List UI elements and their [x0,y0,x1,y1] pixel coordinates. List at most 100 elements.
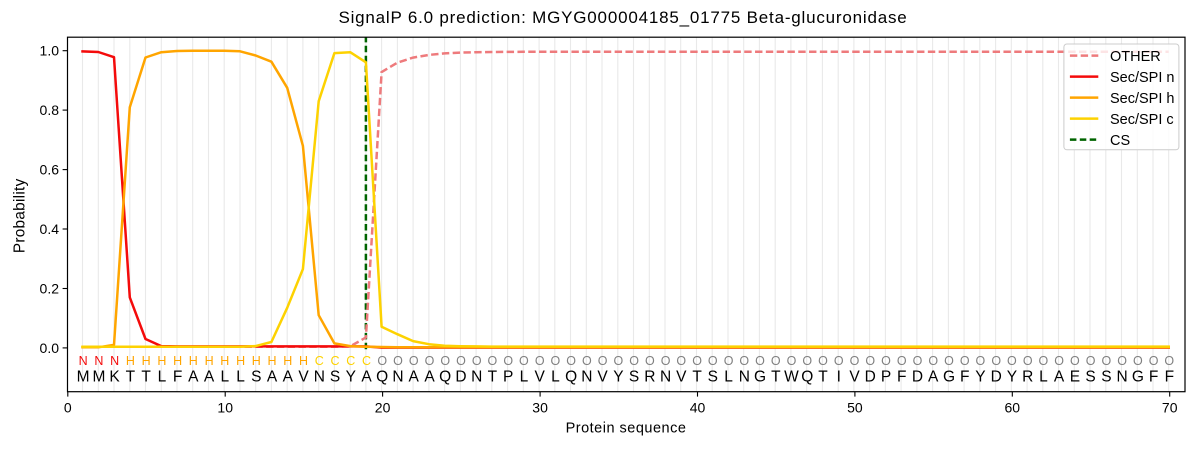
svg-text:H: H [142,354,151,368]
svg-text:20: 20 [375,400,391,416]
svg-text:T: T [692,368,702,385]
svg-text:N: N [739,368,750,385]
svg-text:A: A [267,368,278,385]
svg-text:O: O [755,354,765,368]
svg-text:0.0: 0.0 [40,340,60,356]
svg-text:O: O [472,354,482,368]
svg-text:G: G [754,368,766,385]
svg-text:V: V [597,368,608,385]
svg-text:L: L [520,368,529,385]
svg-text:V: V [298,368,309,385]
svg-text:F: F [173,368,182,385]
svg-text:0.4: 0.4 [40,221,60,237]
svg-text:0: 0 [64,400,72,416]
svg-text:G: G [943,368,955,385]
svg-text:O: O [409,354,419,368]
svg-text:H: H [173,354,182,368]
svg-text:Y: Y [346,368,356,385]
svg-text:O: O [692,354,702,368]
svg-text:30: 30 [532,400,548,416]
svg-text:O: O [551,354,561,368]
svg-text:N: N [314,368,325,385]
svg-text:L: L [236,368,245,385]
svg-text:N: N [581,368,592,385]
svg-text:H: H [236,354,245,368]
svg-text:O: O [960,354,970,368]
svg-text:S: S [629,368,639,385]
svg-text:O: O [850,354,860,368]
svg-text:O: O [834,354,844,368]
svg-text:C: C [346,354,355,368]
svg-text:O: O [928,354,938,368]
svg-text:O: O [377,354,387,368]
svg-text:40: 40 [690,400,706,416]
svg-text:A: A [424,368,435,385]
svg-text:Y: Y [975,368,985,385]
svg-text:50: 50 [847,400,863,416]
svg-text:V: V [676,368,687,385]
svg-text:0.6: 0.6 [40,162,60,178]
svg-text:O: O [724,354,734,368]
svg-text:S: S [1085,368,1095,385]
svg-text:Q: Q [439,368,451,385]
svg-text:Sec/SPI n: Sec/SPI n [1110,70,1174,86]
svg-text:O: O [787,354,797,368]
svg-text:O: O [582,354,592,368]
svg-text:A: A [188,368,199,385]
svg-text:O: O [708,354,718,368]
svg-text:N: N [660,368,671,385]
svg-text:1.0: 1.0 [40,43,60,59]
svg-text:O: O [881,354,891,368]
svg-text:A: A [204,368,215,385]
svg-text:O: O [661,354,671,368]
svg-text:H: H [252,354,261,368]
svg-text:CS: CS [1110,133,1130,149]
svg-text:N: N [79,354,88,368]
svg-text:P: P [881,368,891,385]
svg-text:R: R [644,368,655,385]
svg-text:O: O [897,354,907,368]
svg-text:O: O [739,354,749,368]
svg-text:T: T [141,368,151,385]
svg-text:R: R [1022,368,1033,385]
svg-text:O: O [519,354,529,368]
svg-text:L: L [724,368,733,385]
svg-text:N: N [94,354,103,368]
svg-text:O: O [440,354,450,368]
svg-text:O: O [991,354,1001,368]
svg-text:H: H [189,354,198,368]
svg-text:T: T [818,368,828,385]
svg-text:O: O [1007,354,1017,368]
svg-text:O: O [913,354,923,368]
svg-text:D: D [991,368,1002,385]
svg-text:O: O [976,354,986,368]
svg-text:O: O [1086,354,1096,368]
svg-text:Sec/SPI c: Sec/SPI c [1110,112,1174,128]
svg-text:G: G [1132,368,1144,385]
svg-text:A: A [283,368,294,385]
svg-text:H: H [157,354,166,368]
svg-text:S: S [251,368,261,385]
svg-text:V: V [849,368,860,385]
svg-text:N: N [392,368,403,385]
svg-text:F: F [1149,368,1158,385]
svg-text:O: O [771,354,781,368]
svg-text:K: K [109,368,120,385]
svg-text:N: N [110,354,119,368]
svg-text:Y: Y [1007,368,1017,385]
svg-text:T: T [488,368,498,385]
svg-text:C: C [330,354,339,368]
svg-text:L: L [1039,368,1048,385]
svg-text:O: O [1133,354,1143,368]
svg-text:OTHER: OTHER [1110,49,1161,65]
svg-text:F: F [960,368,969,385]
svg-text:O: O [456,354,466,368]
svg-text:S: S [330,368,340,385]
svg-text:A: A [409,368,420,385]
svg-text:O: O [393,354,403,368]
svg-text:O: O [645,354,655,368]
svg-text:O: O [488,354,498,368]
svg-text:D: D [455,368,466,385]
svg-text:O: O [629,354,639,368]
svg-text:D: D [912,368,923,385]
